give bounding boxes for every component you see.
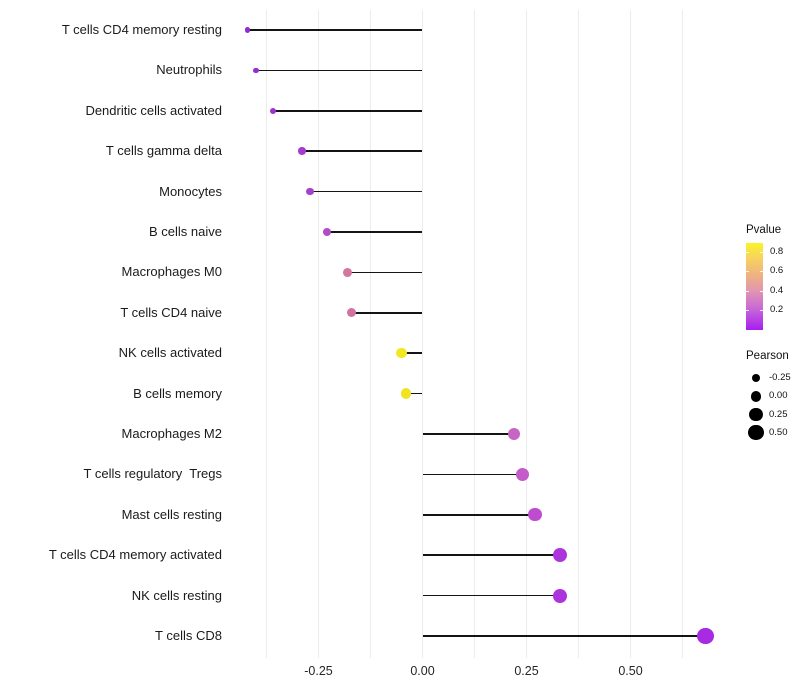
lollipop-dot bbox=[343, 267, 353, 277]
pearson-size-label: 0.25 bbox=[769, 408, 788, 420]
pvalue-tick-label: 0.6 bbox=[770, 265, 784, 277]
row-label: T cells gamma delta bbox=[105, 143, 222, 159]
lollipop-dot bbox=[515, 467, 529, 481]
lollipop-stem bbox=[310, 190, 423, 193]
row-label: T cells CD4 naive bbox=[120, 304, 222, 320]
row-label: B cells naive bbox=[149, 224, 222, 239]
grid-line bbox=[266, 10, 267, 658]
lollipop-stem bbox=[422, 594, 560, 597]
grid-line bbox=[630, 10, 631, 658]
lollipop-stem bbox=[247, 29, 423, 31]
pvalue-colorbar-tick bbox=[760, 290, 763, 292]
lollipop-stem bbox=[422, 635, 706, 637]
row-label: Macrophages M2 bbox=[121, 426, 222, 441]
row-label: B cells memory bbox=[133, 385, 222, 401]
row-label: Monocytes bbox=[159, 183, 222, 199]
lollipop-dot bbox=[528, 508, 542, 522]
pvalue-legend-title: Pvalue bbox=[746, 224, 782, 236]
grid-line bbox=[370, 10, 371, 658]
lollipop-stem bbox=[272, 110, 423, 112]
row-label: Mast cells resting bbox=[121, 506, 222, 522]
row-label: Dendritic cells activated bbox=[85, 102, 222, 118]
pearson-legend-title: Pearson bbox=[746, 350, 789, 362]
pvalue-colorbar-tick bbox=[760, 271, 763, 273]
lollipop-stem bbox=[422, 433, 515, 435]
pvalue-colorbar-tick bbox=[746, 251, 749, 253]
pvalue-colorbar-tick bbox=[760, 251, 763, 253]
grid-line bbox=[526, 10, 527, 658]
lollipop-stem bbox=[326, 231, 423, 233]
pearson-size-dot bbox=[749, 407, 763, 422]
pearson-size-dot bbox=[748, 425, 764, 441]
pvalue-colorbar bbox=[746, 243, 763, 330]
lollipop-stem bbox=[256, 69, 423, 72]
row-label: Neutrophils bbox=[156, 62, 222, 78]
pearson-size-dot bbox=[752, 374, 760, 382]
lollipop-stem bbox=[422, 514, 535, 516]
lollipop-dot bbox=[396, 347, 407, 359]
pvalue-colorbar-tick bbox=[746, 310, 749, 312]
lollipop-dot bbox=[322, 227, 331, 237]
lollipop-dot bbox=[552, 588, 567, 603]
grid-line bbox=[422, 10, 423, 658]
pearson-size-label: 0.50 bbox=[769, 426, 788, 438]
lollipop-dot bbox=[269, 107, 276, 114]
grid-line bbox=[682, 10, 683, 658]
row-label: NK cells resting bbox=[131, 587, 222, 603]
row-label: T cells regulatory Tregs bbox=[83, 466, 222, 482]
lollipop-dot bbox=[552, 548, 567, 563]
lollipop-dot bbox=[253, 67, 259, 74]
pearson-size-label: 0.00 bbox=[769, 390, 788, 402]
lollipop-dot bbox=[400, 388, 412, 399]
x-tick-label: 0.00 bbox=[410, 664, 435, 678]
pearson-size-label: -0.25 bbox=[769, 372, 791, 383]
pvalue-tick-label: 0.4 bbox=[770, 284, 784, 296]
lollipop-stem bbox=[301, 150, 423, 152]
lollipop-dot bbox=[347, 308, 357, 318]
lollipop-dot bbox=[697, 627, 714, 645]
pearson-size-dot bbox=[750, 390, 762, 402]
lollipop-stem bbox=[351, 312, 423, 314]
lollipop-dot bbox=[507, 427, 521, 441]
row-label: T cells CD8 bbox=[155, 628, 222, 643]
lollipop-stem bbox=[347, 271, 423, 274]
row-label: Macrophages M0 bbox=[121, 264, 222, 280]
x-tick-label: 0.25 bbox=[514, 664, 539, 678]
grid-line bbox=[318, 10, 319, 658]
grid-line bbox=[578, 10, 579, 658]
x-tick-label: -0.25 bbox=[304, 664, 333, 678]
pvalue-colorbar-tick bbox=[746, 290, 749, 292]
lollipop-stem bbox=[405, 392, 423, 395]
lollipop-stem bbox=[422, 554, 560, 556]
x-tick-label: 0.50 bbox=[618, 664, 643, 678]
pvalue-tick-label: 0.8 bbox=[770, 245, 784, 257]
pvalue-tick-label: 0.2 bbox=[770, 304, 784, 316]
row-label: T cells CD4 memory activated bbox=[48, 547, 222, 563]
lollipop-dot bbox=[245, 27, 251, 33]
lollipop-dot bbox=[306, 187, 315, 196]
grid-line bbox=[474, 10, 475, 658]
lollipop-stem bbox=[422, 473, 523, 476]
row-label: T cells CD4 memory resting bbox=[61, 22, 222, 37]
row-label: NK cells activated bbox=[118, 345, 222, 361]
pvalue-colorbar-tick bbox=[746, 271, 749, 273]
lollipop-stem bbox=[401, 352, 423, 354]
lollipop-dot bbox=[298, 147, 306, 155]
pvalue-colorbar-tick bbox=[760, 310, 763, 312]
